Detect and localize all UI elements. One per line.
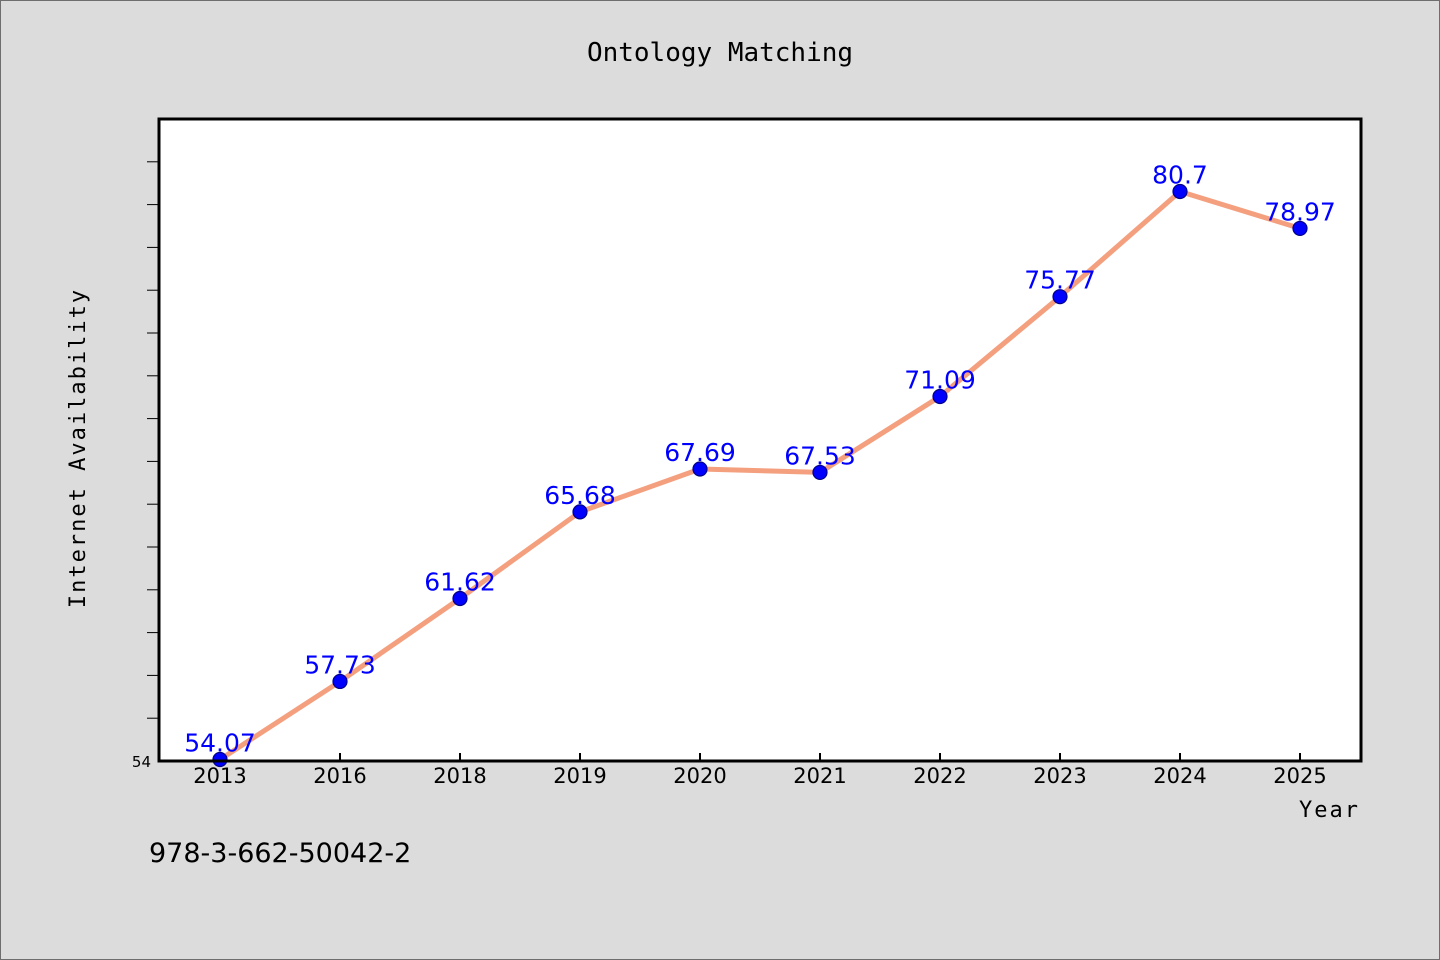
data-label-2023: 75.77 bbox=[1024, 266, 1096, 295]
x-tick-label-2022: 2022 bbox=[913, 764, 966, 788]
x-axis-title: Year bbox=[1299, 798, 1360, 823]
x-tick-label-2021: 2021 bbox=[793, 764, 846, 788]
data-label-2018: 61.62 bbox=[424, 567, 496, 596]
data-point-2016 bbox=[332, 673, 348, 690]
y-axis-tick-labels: 54 bbox=[132, 753, 151, 771]
data-label-2019: 65.68 bbox=[544, 481, 616, 510]
x-tick-label-2016: 2016 bbox=[313, 764, 366, 788]
x-tick-label-2018: 2018 bbox=[433, 764, 486, 788]
data-label-2021: 67.53 bbox=[784, 441, 856, 470]
footer-isbn: 978-3-662-50042-2 bbox=[149, 838, 411, 869]
x-tick-label-2013: 2013 bbox=[193, 764, 246, 788]
data-label-2013: 54.07 bbox=[184, 729, 256, 758]
data-point-2021 bbox=[812, 464, 828, 481]
data-point-2022 bbox=[932, 388, 948, 405]
data-label-2022: 71.09 bbox=[904, 365, 976, 394]
data-markers bbox=[212, 183, 1308, 768]
x-tick-label-2023: 2023 bbox=[1033, 764, 1086, 788]
data-point-2024 bbox=[1172, 183, 1188, 200]
data-point-2020 bbox=[692, 461, 708, 477]
plot-area bbox=[159, 119, 1361, 761]
x-tick-label-2025: 2025 bbox=[1273, 764, 1326, 788]
chart-title: Ontology Matching bbox=[587, 38, 853, 68]
data-point-2018 bbox=[452, 590, 468, 607]
data-label-2025: 78.97 bbox=[1264, 197, 1336, 226]
data-label-2020: 67.69 bbox=[664, 438, 736, 467]
x-tick-label-2019: 2019 bbox=[553, 764, 606, 788]
y-axis-title: Internet Availability bbox=[66, 288, 91, 608]
x-tick-label-2024: 2024 bbox=[1153, 764, 1206, 788]
x-tick-label-2020: 2020 bbox=[673, 764, 726, 788]
data-point-2023 bbox=[1052, 289, 1068, 305]
data-point-2025 bbox=[1292, 220, 1308, 237]
y-axis-minor-ticks bbox=[147, 161, 159, 719]
data-label-2016: 57.73 bbox=[304, 650, 376, 679]
x-axis-tick-labels: 2013 2016 2018 2019 2020 2021 2022 2023 2024 2025 bbox=[193, 764, 1326, 788]
data-labels: 54.07 57.73 61.62 65.68 67.69 67.53 71.09 75.77… bbox=[184, 161, 1336, 758]
plot-border bbox=[157, 117, 1363, 763]
data-point-2019 bbox=[572, 504, 588, 520]
y-tick-label-54: 54 bbox=[132, 753, 151, 771]
data-label-2024: 80.7 bbox=[1152, 161, 1208, 190]
series-line bbox=[217, 189, 1303, 763]
